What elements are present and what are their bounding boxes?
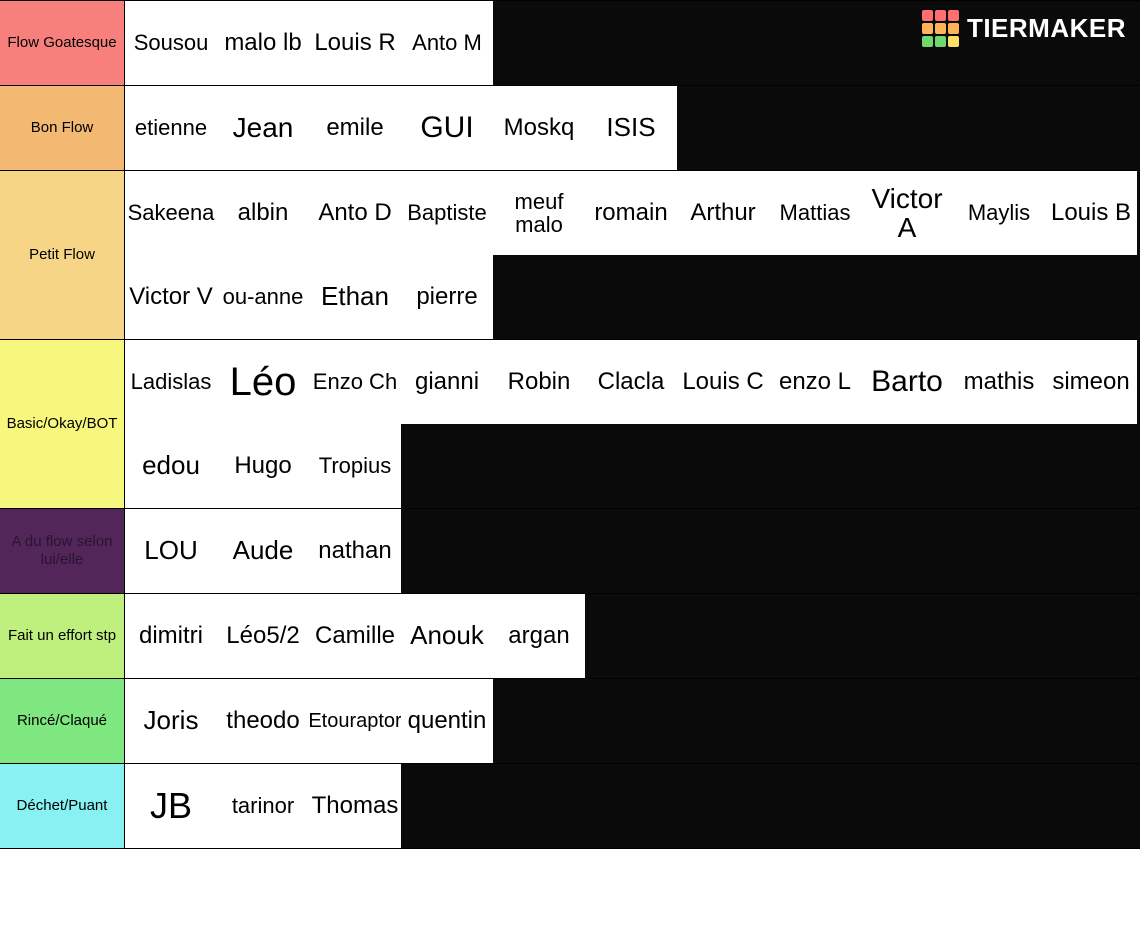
- tier-tile[interactable]: Jean: [217, 86, 309, 170]
- tier-tile[interactable]: Camille: [309, 594, 401, 678]
- tier-tile[interactable]: Thomas: [309, 764, 401, 848]
- tier-row: Fait un effort stpdimitriLéo5/2CamilleAn…: [0, 593, 1140, 678]
- tier-items: JBtarinorThomas: [125, 764, 1140, 848]
- tier-tile[interactable]: Baptiste: [401, 171, 493, 255]
- tier-label: Flow Goatesque: [0, 1, 125, 85]
- tier-label: Petit Flow: [0, 171, 125, 339]
- tier-row: Rincé/ClaquéJoristheodoEtouraptorquentin: [0, 678, 1140, 763]
- tier-tile[interactable]: Etouraptor: [309, 679, 401, 763]
- tier-tile[interactable]: emile: [309, 86, 401, 170]
- tier-tile[interactable]: Sakeena: [125, 171, 217, 255]
- tier-tile[interactable]: Louis C: [677, 340, 769, 424]
- tier-tile[interactable]: meuf malo: [493, 171, 585, 255]
- tier-tile[interactable]: LOU: [125, 509, 217, 593]
- tier-tile[interactable]: albin: [217, 171, 309, 255]
- tier-tile[interactable]: edou: [125, 424, 217, 508]
- tier-tile[interactable]: Barto: [861, 340, 953, 424]
- tier-tile[interactable]: Louis R: [309, 1, 401, 85]
- tier-items: LOUAudenathan: [125, 509, 1140, 593]
- tier-tile[interactable]: Anto M: [401, 1, 493, 85]
- tier-items: SakeenaalbinAnto DBaptistemeuf maloromai…: [125, 171, 1140, 339]
- tier-tile[interactable]: Tropius: [309, 424, 401, 508]
- tier-tile[interactable]: nathan: [309, 509, 401, 593]
- tier-tile[interactable]: Mattias: [769, 171, 861, 255]
- tier-tile[interactable]: Enzo Ch: [309, 340, 401, 424]
- tier-tile[interactable]: ISIS: [585, 86, 677, 170]
- tier-row: Déchet/PuantJBtarinorThomas: [0, 763, 1140, 849]
- tier-row: A du flow selon lui/elleLOUAudenathan: [0, 508, 1140, 593]
- tier-items: dimitriLéo5/2CamilleAnoukargan: [125, 594, 1140, 678]
- tier-label: A du flow selon lui/elle: [0, 509, 125, 593]
- tier-tile[interactable]: romain: [585, 171, 677, 255]
- tier-tile[interactable]: etienne: [125, 86, 217, 170]
- tiermaker-logo: TIERMAKER: [922, 10, 1126, 47]
- tier-label: Basic/Okay/BOT: [0, 340, 125, 508]
- tier-tile[interactable]: Ethan: [309, 255, 401, 339]
- tier-tile[interactable]: Maylis: [953, 171, 1045, 255]
- tier-items: LadislasLéoEnzo ChgianniRobinClaclaLouis…: [125, 340, 1140, 508]
- tier-tile[interactable]: malo lb: [217, 1, 309, 85]
- tier-tile[interactable]: JB: [125, 764, 217, 848]
- tier-tile[interactable]: Hugo: [217, 424, 309, 508]
- tier-row: Basic/Okay/BOTLadislasLéoEnzo ChgianniRo…: [0, 339, 1140, 508]
- tier-tile[interactable]: tarinor: [217, 764, 309, 848]
- tier-tile[interactable]: gianni: [401, 340, 493, 424]
- tier-tile[interactable]: mathis: [953, 340, 1045, 424]
- tier-tile[interactable]: theodo: [217, 679, 309, 763]
- tier-row: Petit FlowSakeenaalbinAnto DBaptistemeuf…: [0, 170, 1140, 339]
- tier-items: etienneJeanemileGUIMoskqISIS: [125, 86, 1140, 170]
- tier-tile[interactable]: ou-anne: [217, 255, 309, 339]
- tier-tile[interactable]: Louis B: [1045, 171, 1137, 255]
- tier-list: TIERMAKER Flow GoatesqueSousoumalo lbLou…: [0, 0, 1140, 849]
- tier-tile[interactable]: quentin: [401, 679, 493, 763]
- tier-label: Rincé/Claqué: [0, 679, 125, 763]
- tier-tile[interactable]: GUI: [401, 86, 493, 170]
- tiermaker-logo-text: TIERMAKER: [967, 13, 1126, 44]
- tier-tile[interactable]: Victor A: [861, 171, 953, 255]
- tier-tile[interactable]: Aude: [217, 509, 309, 593]
- tier-tile[interactable]: pierre: [401, 255, 493, 339]
- tiermaker-logo-icon: [922, 10, 959, 47]
- tier-tile[interactable]: Léo: [217, 340, 309, 424]
- tier-tile[interactable]: Ladislas: [125, 340, 217, 424]
- tier-tile[interactable]: Moskq: [493, 86, 585, 170]
- tier-label: Fait un effort stp: [0, 594, 125, 678]
- tier-tile[interactable]: dimitri: [125, 594, 217, 678]
- tier-tile[interactable]: Léo5/2: [217, 594, 309, 678]
- tier-items: JoristheodoEtouraptorquentin: [125, 679, 1140, 763]
- tier-tile[interactable]: Victor V: [125, 255, 217, 339]
- tier-label: Déchet/Puant: [0, 764, 125, 848]
- tier-tile[interactable]: Sousou: [125, 1, 217, 85]
- tier-label: Bon Flow: [0, 86, 125, 170]
- tier-tile[interactable]: argan: [493, 594, 585, 678]
- tier-row: Bon FlowetienneJeanemileGUIMoskqISIS: [0, 85, 1140, 170]
- tier-tile[interactable]: enzo L: [769, 340, 861, 424]
- tier-tile[interactable]: simeon: [1045, 340, 1137, 424]
- tier-tile[interactable]: Arthur: [677, 171, 769, 255]
- tier-tile[interactable]: Clacla: [585, 340, 677, 424]
- tier-tile[interactable]: Robin: [493, 340, 585, 424]
- tier-tile[interactable]: Joris: [125, 679, 217, 763]
- tier-tile[interactable]: Anouk: [401, 594, 493, 678]
- tier-tile[interactable]: Anto D: [309, 171, 401, 255]
